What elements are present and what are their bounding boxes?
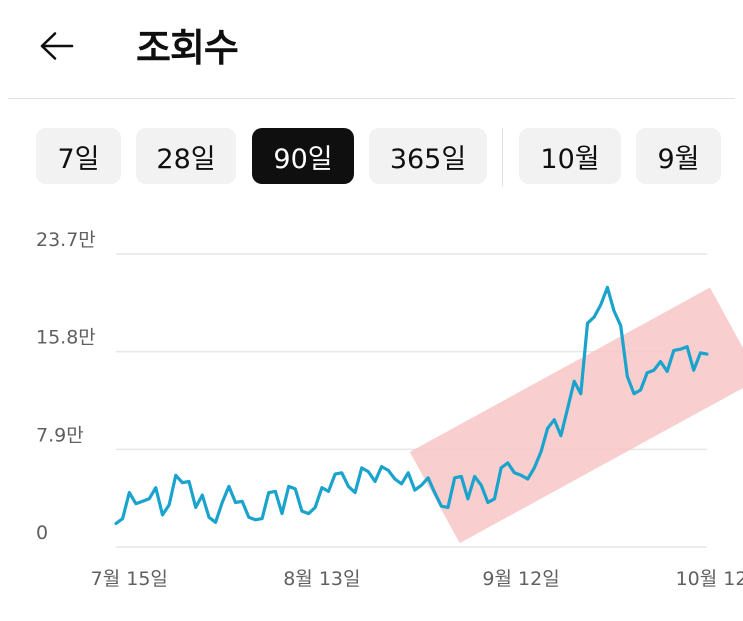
chip-october[interactable]: 10월 bbox=[519, 128, 621, 184]
chip-28-days[interactable]: 28일 bbox=[136, 128, 236, 184]
x-tick-label: 7월 15일 bbox=[91, 568, 168, 590]
y-tick-label: 15.8만 bbox=[36, 327, 96, 349]
chip-90-days[interactable]: 90일 bbox=[252, 128, 354, 184]
header: 조회수 bbox=[0, 0, 743, 98]
x-tick-label: 10월 12일 bbox=[676, 568, 743, 590]
chip-365-days[interactable]: 365일 bbox=[369, 128, 487, 184]
views-series-line bbox=[114, 285, 709, 526]
trend-highlight-band bbox=[409, 287, 743, 544]
chip-september[interactable]: 9월 bbox=[636, 128, 721, 184]
back-button[interactable] bbox=[34, 28, 80, 68]
arrow-left-icon bbox=[39, 31, 75, 65]
y-tick-label: 7.9만 bbox=[36, 424, 84, 446]
x-tick-label: 9월 12일 bbox=[482, 568, 559, 590]
y-tick-label: 23.7만 bbox=[36, 230, 96, 251]
y-tick-label: 0 bbox=[36, 522, 48, 544]
chip-separator bbox=[502, 128, 503, 186]
views-line-chart: 0 7.9만 15.8만 23.7만 7월 15일 8월 13일 9월 12일 10월 12… bbox=[36, 230, 743, 590]
chip-7-days[interactable]: 7일 bbox=[36, 128, 121, 184]
period-chips: 7일 28일 90일 365일 10월 9월 bbox=[0, 128, 743, 186]
x-tick-label: 8월 13일 bbox=[283, 568, 360, 590]
header-divider bbox=[8, 98, 735, 99]
page-title: 조회수 bbox=[136, 26, 239, 70]
